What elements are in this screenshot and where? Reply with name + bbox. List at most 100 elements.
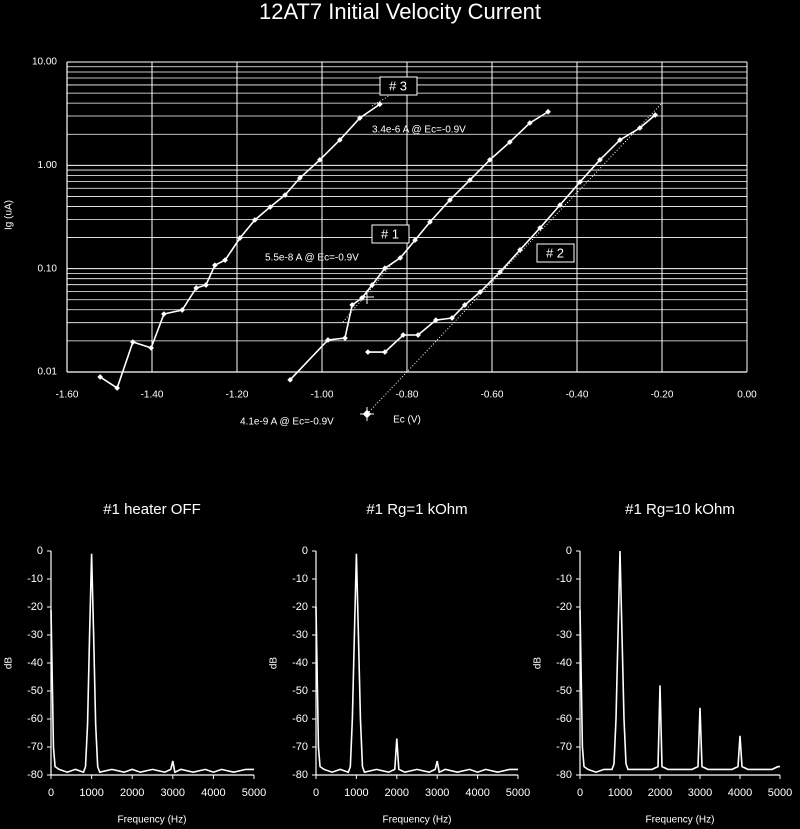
data-point [449, 315, 455, 321]
data-point [342, 335, 348, 341]
x-axis-label: Frequency (Hz) [383, 815, 452, 826]
y-tick-label: 1.00 [38, 160, 58, 171]
data-point [497, 269, 503, 275]
y-axis-label: dB [4, 657, 15, 670]
x-tick-label: 2000 [120, 787, 144, 799]
series-label: # 1 [381, 226, 399, 241]
data-point [179, 307, 186, 313]
y-tick-label: -10 [556, 573, 572, 585]
data-point [397, 255, 404, 261]
y-tick-label: -10 [292, 573, 308, 585]
data-point [237, 235, 243, 241]
data-point [412, 237, 418, 243]
data-line [579, 550, 780, 774]
x-tick-label: -1.20 [226, 390, 249, 401]
data-point [376, 101, 383, 108]
y-tick-label: -80 [556, 769, 572, 781]
data-point [365, 349, 371, 355]
y-tick-label: 0 [566, 545, 572, 557]
fit-line [371, 93, 393, 107]
data-point [577, 179, 583, 185]
x-tick-label: -0.40 [566, 390, 589, 401]
x-tick-label: 0 [577, 787, 583, 799]
x-tick-label: 0.00 [737, 390, 757, 401]
y-tick-label: -20 [556, 601, 572, 613]
fit-line [366, 102, 663, 415]
data-line [99, 103, 381, 390]
data-point [467, 177, 473, 183]
data-point [325, 337, 331, 343]
data-point [427, 219, 433, 225]
y-tick-label: 0.01 [38, 367, 58, 378]
data-point [477, 289, 483, 295]
data-point [382, 265, 388, 272]
data-point [97, 374, 103, 380]
y-tick-label: -10 [27, 573, 43, 585]
data-point [222, 257, 228, 263]
x-tick-label: 0 [48, 787, 54, 799]
y-tick-label: -80 [27, 769, 43, 781]
annotation: 4.1e-9 A @ Ec=-0.9V [240, 417, 334, 428]
series-label: # 3 [389, 78, 407, 93]
data-point [545, 108, 551, 115]
data-point [148, 345, 154, 351]
data-point [317, 157, 323, 163]
chart-title: #1 Rg=1 kOhm [366, 501, 467, 518]
chart-title: 12AT7 Initial Velocity Current [259, 0, 541, 24]
data-point [597, 157, 603, 163]
data-point [487, 157, 493, 163]
data-point [526, 120, 533, 126]
data-point [282, 192, 288, 198]
data-point [617, 137, 623, 143]
y-tick-label: -60 [292, 713, 308, 725]
data-point [161, 311, 167, 317]
y-tick-label: 0.10 [38, 263, 58, 274]
data-point [461, 302, 468, 308]
y-tick-label: 10.00 [32, 57, 57, 68]
y-tick-label: -30 [27, 629, 43, 641]
x-tick-label: 4000 [465, 787, 489, 799]
y-axis-label: Ig (uA) [4, 200, 15, 230]
y-tick-label: -60 [27, 713, 43, 725]
series-label-box [379, 76, 418, 96]
annotation: 3.4e-6 A @ Ec=-0.9V [372, 125, 466, 136]
data-point [212, 262, 218, 269]
data-point [433, 317, 439, 323]
x-tick-label: -0.20 [651, 390, 674, 401]
x-tick-label: 3000 [688, 787, 712, 799]
series-label-box [371, 224, 410, 244]
annotation: 5.5e-8 A @ Ec=-0.9V [265, 253, 359, 264]
data-point [359, 295, 365, 301]
y-tick-label: -80 [292, 769, 308, 781]
x-tick-label: 1000 [344, 787, 368, 799]
x-tick-label: -0.60 [481, 390, 504, 401]
data-point [114, 385, 120, 391]
data-point [637, 125, 643, 131]
y-tick-label: -50 [556, 685, 572, 697]
y-axis-label: dB [269, 657, 280, 670]
data-point [193, 285, 200, 291]
y-tick-label: -60 [556, 713, 572, 725]
data-point [517, 247, 523, 253]
data-point [400, 332, 407, 338]
x-axis-label: Ec (V) [393, 415, 421, 426]
chart-title: #1 Rg=10 kOhm [625, 501, 735, 518]
x-tick-label: -1.00 [311, 390, 334, 401]
x-tick-label: 2000 [385, 787, 409, 799]
y-tick-label: -30 [292, 629, 308, 641]
y-tick-label: -70 [556, 741, 572, 753]
x-tick-label: 0 [313, 787, 319, 799]
data-point [382, 349, 388, 355]
data-point [557, 202, 563, 208]
data-point [507, 139, 513, 145]
data-point [297, 175, 303, 181]
data-line [367, 114, 656, 353]
chart-title: #1 heater OFF [103, 501, 201, 518]
data-point [369, 282, 375, 288]
x-tick-label: 2000 [648, 787, 672, 799]
x-tick-label: 5000 [506, 787, 530, 799]
data-line [50, 553, 254, 774]
y-tick-label: -40 [292, 657, 308, 669]
